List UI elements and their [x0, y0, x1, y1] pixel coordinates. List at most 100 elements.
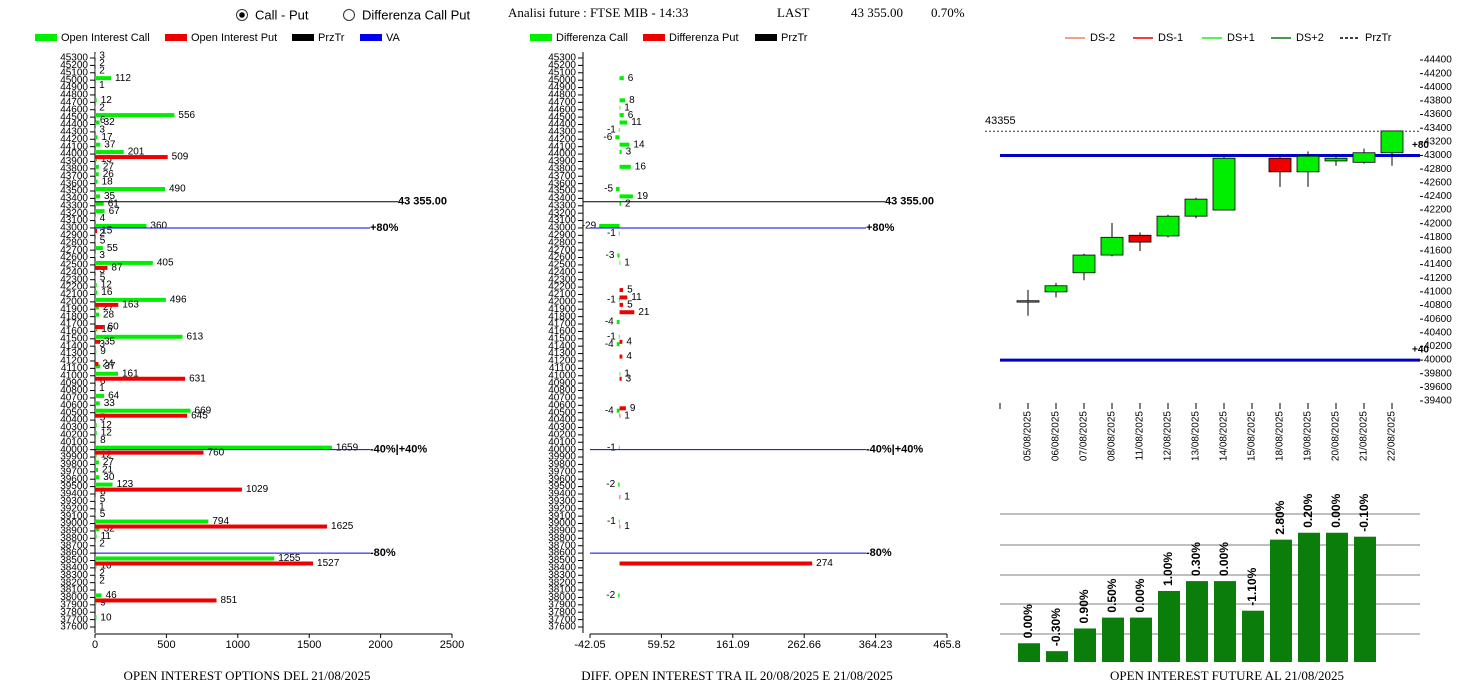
value-label: 274 [816, 558, 833, 569]
y-tick-label: 40700 [60, 393, 88, 404]
bar [95, 489, 97, 494]
bar [95, 223, 147, 228]
y-tick-label: 41000 [60, 370, 88, 381]
y-tick-label: 39100 [548, 511, 576, 522]
value-label: 10 [100, 612, 112, 623]
value-label: -4 [605, 317, 614, 328]
radio-dot[interactable] [239, 12, 245, 18]
bar [1326, 532, 1348, 662]
value-label: 13 [101, 154, 113, 165]
y-tick-label: 38900 [548, 526, 576, 537]
x-tick-label: 05/08/2025 [1023, 411, 1034, 461]
y-tick-label: 40400 [1424, 327, 1452, 338]
y-tick-label: 38200 [548, 577, 576, 588]
value-label: 2 [99, 538, 105, 549]
y-tick-label: 44700 [60, 97, 88, 108]
y-tick-label: 41600 [60, 326, 88, 337]
bar [95, 349, 97, 354]
legend-label: DS+2 [1296, 32, 1324, 44]
bar [95, 327, 98, 332]
y-tick-label: 37700 [548, 614, 576, 625]
y-tick-label: 42700 [548, 245, 576, 256]
bar [95, 371, 118, 376]
bar [619, 406, 626, 411]
y-tick-label: 37600 [548, 622, 576, 633]
bar [95, 98, 97, 103]
bar [95, 172, 99, 177]
value-label: -5 [604, 184, 613, 195]
value-label: 161 [122, 368, 139, 379]
x-tick-label: 500 [157, 639, 175, 651]
y-tick-label: 42300 [60, 274, 88, 285]
price-label: 43 355.00 [398, 196, 447, 208]
y-tick-label: 42800 [548, 237, 576, 248]
value-label: 9 [100, 597, 106, 608]
bar [619, 76, 624, 81]
y-tick-label: 38100 [548, 585, 576, 596]
value-label: 9 [630, 403, 636, 414]
bar [95, 423, 97, 428]
radio-diff[interactable]: Differenza Call Put [343, 7, 471, 22]
candle-body [1380, 130, 1404, 154]
value-label: 5 [100, 272, 106, 283]
value-label: 1 [624, 492, 630, 503]
bar [95, 534, 97, 539]
y-tick-label: 43200 [548, 208, 576, 219]
radio-label[interactable]: Call - Put [255, 7, 309, 22]
value-label: 60 [108, 322, 120, 333]
y-tick-label: 42800 [1424, 164, 1452, 175]
value-label: 669 [195, 405, 212, 416]
y-tick-label: 44500 [60, 112, 88, 123]
radio-label[interactable]: Differenza Call Put [362, 7, 471, 22]
bar [95, 305, 99, 310]
bar [616, 320, 620, 325]
y-tick-label: 42200 [548, 282, 576, 293]
bar [95, 430, 97, 435]
value-label: -1 [607, 125, 616, 136]
bar [95, 302, 119, 307]
y-tick-label: 39400 [60, 489, 88, 500]
y-tick-label: 41700 [548, 319, 576, 330]
y-tick-label: 39800 [548, 459, 576, 470]
bar [95, 460, 99, 465]
x-tick-label: 19/08/2025 [1303, 411, 1314, 461]
bar [95, 615, 97, 620]
value-label: 11 [101, 531, 112, 542]
bar [1102, 617, 1124, 662]
value-label: 3 [99, 250, 105, 261]
y-tick-label: 37900 [548, 599, 576, 610]
value-label: 3 [99, 51, 105, 62]
last-value: 43 355.00 [851, 5, 903, 20]
y-tick-label: 45100 [60, 67, 88, 78]
bar [616, 342, 620, 347]
value-label: 16 [101, 287, 113, 298]
y-tick-label: 42200 [1424, 205, 1452, 216]
radio-call-put[interactable]: Call - Put [236, 7, 309, 22]
bar-label: 0.00% [1217, 542, 1231, 576]
value-label: 6 [100, 376, 106, 387]
y-tick-label: 40800 [548, 385, 576, 396]
y-tick-label: 40600 [60, 400, 88, 411]
bar [95, 512, 96, 517]
legend-swatch [755, 34, 777, 41]
bar [1018, 643, 1040, 662]
price-label: 43 355.00 [885, 196, 934, 208]
bar-label: 0.20% [1301, 493, 1315, 527]
y-tick-label: 37600 [60, 622, 88, 633]
y-tick-label: 43000 [548, 223, 576, 234]
y-tick-label: 44800 [60, 90, 88, 101]
bar [95, 487, 242, 492]
x-tick-label: 07/08/2025 [1079, 411, 1090, 461]
value-label: 613 [187, 331, 204, 342]
y-tick-label: 39500 [548, 481, 576, 492]
y-tick-label: 38200 [60, 577, 88, 588]
value-label: 5 [627, 285, 633, 296]
bar [618, 127, 620, 132]
value-label: -4 [605, 339, 614, 350]
value-label: 2 [99, 58, 105, 69]
bar [1074, 628, 1096, 662]
radio-button[interactable] [343, 9, 355, 21]
y-tick-label: 45200 [60, 60, 88, 71]
y-tick-label: 43600 [60, 178, 88, 189]
bar [618, 482, 620, 487]
